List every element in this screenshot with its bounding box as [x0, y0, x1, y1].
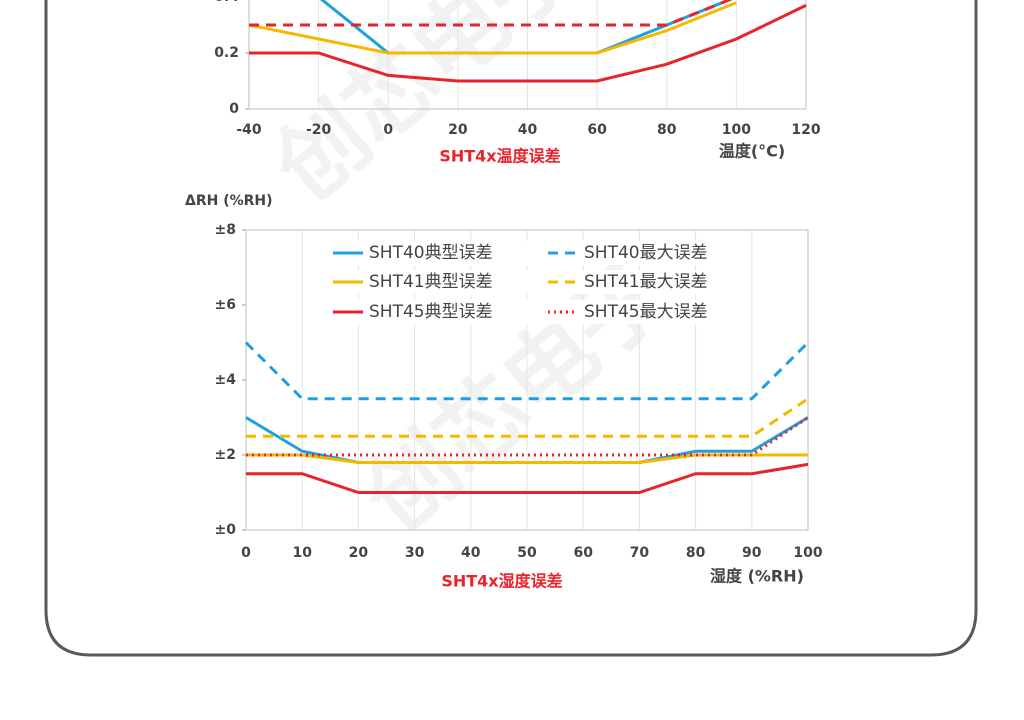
series-line [249, 0, 733, 27]
x-tick-label: 100 [793, 545, 822, 561]
x-tick-label: 0 [383, 122, 393, 138]
plot-frame [245, 229, 809, 531]
y-axis-label: ΔRH (%RH) [185, 193, 273, 209]
y-tick-label: ±0 [215, 522, 237, 538]
x-tick-label: 100 [722, 122, 751, 138]
x-tick-label: 80 [686, 545, 706, 561]
watermark: 创芯电子 [254, 0, 598, 222]
x-axis-label: 湿度 (%RH) [709, 567, 804, 586]
y-tick-label: ±4 [215, 372, 237, 388]
series-line [248, 1, 737, 55]
x-tick-label: 20 [448, 122, 468, 138]
x-tick-label: 60 [587, 122, 607, 138]
y-tick-label: ±2 [215, 447, 236, 463]
chart-caption: SHT4x湿度误差 [441, 572, 562, 591]
x-tick-label: 90 [742, 545, 762, 561]
x-tick-label: -40 [236, 122, 262, 138]
legend-label: SHT40典型误差 [369, 243, 493, 263]
legend-label: SHT40最大误差 [584, 243, 708, 263]
series-line [246, 397, 809, 438]
x-tick-label: 0 [241, 545, 251, 561]
x-tick-label: 30 [405, 545, 425, 561]
x-axis-label: 温度(°C) [718, 142, 785, 161]
x-tick-label: 20 [349, 545, 369, 561]
x-tick-label: 80 [657, 122, 677, 138]
y-tick-label: 0.4 [214, 0, 239, 5]
x-tick-label: 40 [461, 545, 481, 561]
x-tick-label: -20 [306, 122, 332, 138]
card-border [44, 0, 978, 657]
y-tick-label: ±6 [215, 297, 236, 313]
series-line [246, 462, 809, 494]
y-tick-label: 0.2 [214, 45, 239, 61]
x-tick-label: 40 [518, 122, 538, 138]
y-tick-label: ±8 [215, 222, 236, 238]
charts: 创芯电子-40-2002040608010012000.20.4SHT4x温度误… [185, 0, 823, 591]
legend-bg [544, 270, 744, 294]
legend-bg [544, 300, 744, 324]
legend-label: SHT45最大误差 [584, 302, 708, 322]
y-tick-label: 0 [229, 101, 239, 117]
legend-label: SHT45典型误差 [369, 302, 493, 322]
chart-caption: SHT4x温度误差 [439, 147, 560, 166]
legend-bg [544, 241, 744, 265]
legend-label: SHT41典型误差 [369, 272, 493, 292]
x-tick-label: 70 [630, 545, 650, 561]
series-line [249, 4, 807, 83]
x-tick-label: 50 [517, 545, 537, 561]
x-tick-label: 10 [292, 545, 312, 561]
series-line [246, 416, 809, 457]
x-tick-label: 120 [791, 122, 820, 138]
legend-label: SHT41最大误差 [584, 272, 708, 292]
x-tick-label: 60 [573, 545, 593, 561]
